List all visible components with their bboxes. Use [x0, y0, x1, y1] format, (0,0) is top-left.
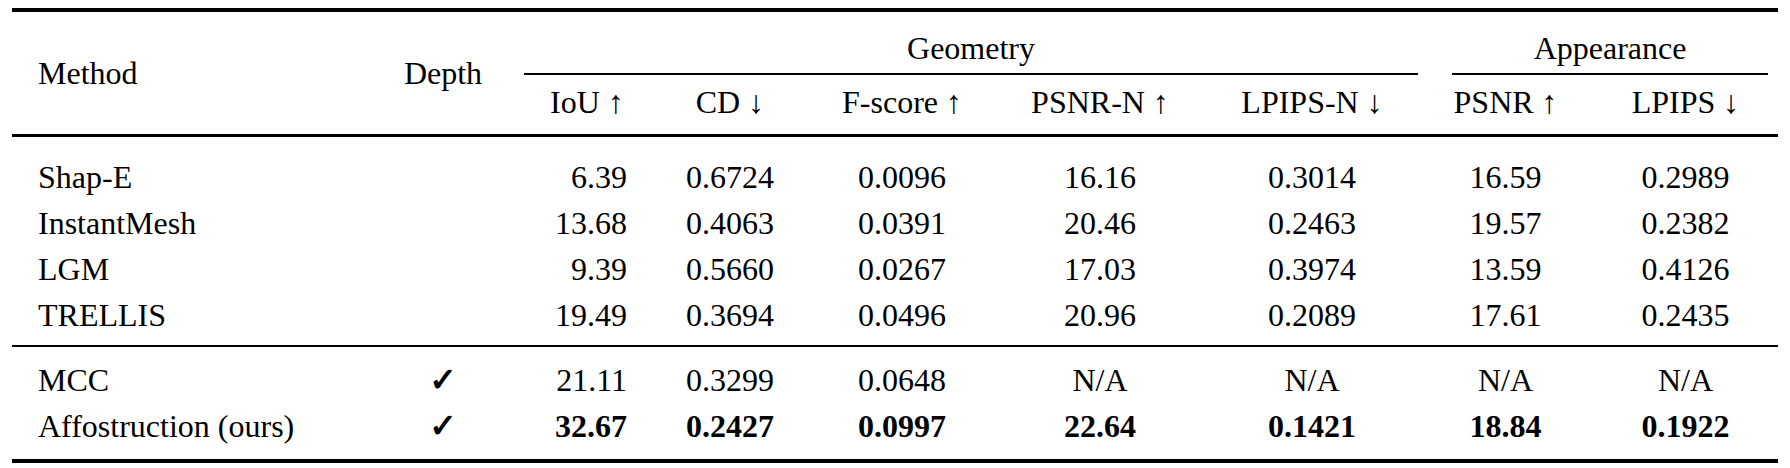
value-cell: 0.3014 [1206, 136, 1418, 201]
value-cell: 21.11 [524, 346, 650, 403]
value-cell: 18.84 [1418, 403, 1593, 461]
method-cell: LGM [12, 246, 362, 292]
value-cell: 0.0648 [810, 346, 994, 403]
value-cell: 0.2427 [650, 403, 810, 461]
depth-cell: ✓ [362, 346, 524, 403]
value-cell: 0.5660 [650, 246, 810, 292]
value-cell: 16.16 [994, 136, 1206, 201]
paper-table-figure: Method Depth Geometry Appearance IoU ↑ C… [0, 0, 1790, 463]
col-header-psnr-n: PSNR-N ↑ [994, 75, 1206, 136]
value-cell: 16.59 [1418, 136, 1593, 201]
group-header-appearance-label: Appearance [1452, 30, 1768, 75]
checkmark-icon: ✓ [429, 408, 457, 444]
depth-cell: ✓ [362, 403, 524, 461]
value-cell: 6.39 [524, 136, 650, 201]
depth-cell [362, 136, 524, 201]
value-cell: 0.2382 [1593, 200, 1778, 246]
value-cell: 19.49 [524, 292, 650, 346]
col-header-psnr: PSNR ↑ [1418, 75, 1593, 136]
value-cell: 13.68 [524, 200, 650, 246]
depth-cell [362, 246, 524, 292]
value-cell: 0.6724 [650, 136, 810, 201]
value-cell: 0.3694 [650, 292, 810, 346]
value-cell: 0.1421 [1206, 403, 1418, 461]
checkmark-icon: ✓ [429, 362, 457, 398]
col-header-method: Method [12, 10, 362, 136]
value-cell: 17.61 [1418, 292, 1593, 346]
value-cell: 9.39 [524, 246, 650, 292]
depth-methods-section: MCC ✓ 21.11 0.3299 0.0648 N/A N/A N/A N/… [12, 346, 1778, 461]
value-cell: 17.03 [994, 246, 1206, 292]
value-cell: 0.0096 [810, 136, 994, 201]
value-cell: 20.46 [994, 200, 1206, 246]
table-row-affostruction-ours: Affostruction (ours) ✓ 32.67 0.2427 0.09… [12, 403, 1778, 461]
depth-cell [362, 292, 524, 346]
col-header-fscore: F-score ↑ [810, 75, 994, 136]
table-header: Method Depth Geometry Appearance IoU ↑ C… [12, 10, 1778, 136]
depth-cell [362, 200, 524, 246]
value-cell: 0.2435 [1593, 292, 1778, 346]
value-cell: 0.3299 [650, 346, 810, 403]
table-row-shap-e: Shap-E 6.39 0.6724 0.0096 16.16 0.3014 1… [12, 136, 1778, 201]
value-cell: 0.0391 [810, 200, 994, 246]
col-header-depth: Depth [362, 10, 524, 136]
value-cell: 0.2989 [1593, 136, 1778, 201]
value-cell: 0.0267 [810, 246, 994, 292]
method-cell: Shap-E [12, 136, 362, 201]
col-header-cd: CD ↓ [650, 75, 810, 136]
value-cell: 13.59 [1418, 246, 1593, 292]
value-cell: N/A [1593, 346, 1778, 403]
value-cell: 0.1922 [1593, 403, 1778, 461]
table-row-mcc: MCC ✓ 21.11 0.3299 0.0648 N/A N/A N/A N/… [12, 346, 1778, 403]
value-cell: 19.57 [1418, 200, 1593, 246]
value-cell: 0.4063 [650, 200, 810, 246]
results-table: Method Depth Geometry Appearance IoU ↑ C… [12, 8, 1778, 463]
value-cell: 22.64 [994, 403, 1206, 461]
col-header-iou: IoU ↑ [524, 75, 650, 136]
value-cell: 0.0997 [810, 403, 994, 461]
value-cell: 0.4126 [1593, 246, 1778, 292]
value-cell: N/A [994, 346, 1206, 403]
table-row-instantmesh: InstantMesh 13.68 0.4063 0.0391 20.46 0.… [12, 200, 1778, 246]
col-header-lpips-n: LPIPS-N ↓ [1206, 75, 1418, 136]
value-cell: 20.96 [994, 292, 1206, 346]
group-header-geometry: Geometry [524, 10, 1418, 75]
value-cell: 0.0496 [810, 292, 994, 346]
baseline-methods-section: Shap-E 6.39 0.6724 0.0096 16.16 0.3014 1… [12, 136, 1778, 347]
value-cell: 32.67 [524, 403, 650, 461]
table-row-lgm: LGM 9.39 0.5660 0.0267 17.03 0.3974 13.5… [12, 246, 1778, 292]
value-cell: N/A [1418, 346, 1593, 403]
method-cell: TRELLIS [12, 292, 362, 346]
method-cell: InstantMesh [12, 200, 362, 246]
value-cell: 0.2089 [1206, 292, 1418, 346]
value-cell: 0.2463 [1206, 200, 1418, 246]
group-header-appearance: Appearance [1418, 10, 1778, 75]
table-row-trellis: TRELLIS 19.49 0.3694 0.0496 20.96 0.2089… [12, 292, 1778, 346]
value-cell: 0.3974 [1206, 246, 1418, 292]
col-header-lpips: LPIPS ↓ [1593, 75, 1778, 136]
value-cell: N/A [1206, 346, 1418, 403]
method-cell: Affostruction (ours) [12, 403, 362, 461]
group-header-row: Method Depth Geometry Appearance [12, 10, 1778, 75]
method-cell: MCC [12, 346, 362, 403]
group-header-geometry-label: Geometry [524, 30, 1418, 75]
